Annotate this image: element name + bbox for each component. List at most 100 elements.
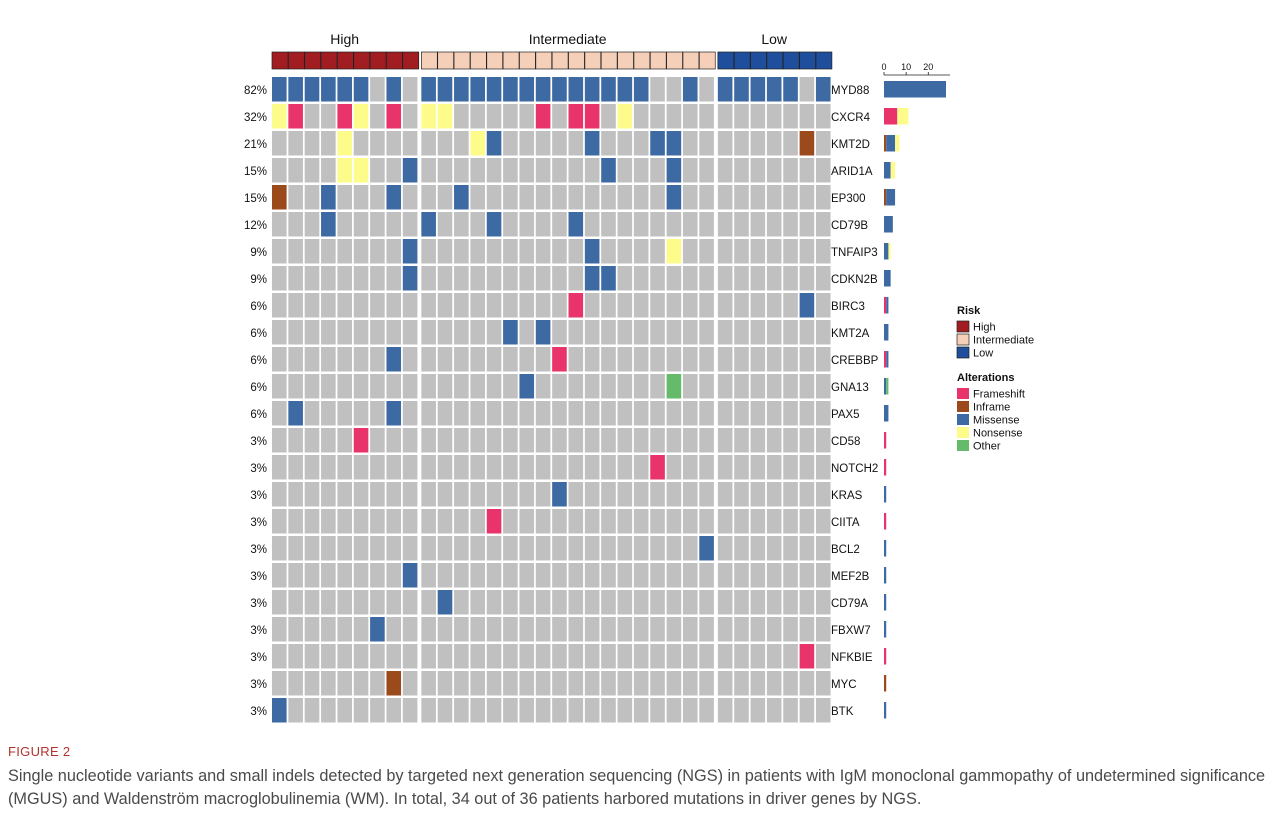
background-cell [766, 644, 782, 669]
background-cell [584, 158, 600, 183]
background-cell [370, 455, 385, 480]
background-cell [353, 644, 369, 669]
background-cell [370, 698, 385, 723]
background-cell [682, 617, 698, 642]
background-cell [321, 266, 336, 291]
background-cell [799, 671, 815, 696]
background-cell [750, 644, 766, 669]
background-cell [402, 320, 418, 345]
background-cell [470, 563, 485, 588]
alteration-cell [601, 266, 616, 291]
background-cell [337, 644, 352, 669]
bar-segment [884, 486, 887, 503]
background-cell [337, 293, 352, 318]
gene-percent-label: 12% [244, 220, 267, 232]
background-cell [617, 347, 633, 372]
background-cell [370, 131, 385, 156]
background-cell [633, 455, 649, 480]
gene-percent-label: 3% [250, 706, 267, 718]
risk-annotation-cell [815, 51, 833, 70]
alteration-cell [402, 158, 418, 183]
background-cell [699, 644, 714, 669]
background-cell [650, 401, 665, 426]
background-cell [617, 482, 633, 507]
alteration-cell [633, 77, 649, 102]
background-cell [766, 428, 782, 453]
background-cell [353, 563, 369, 588]
background-cell [717, 212, 733, 237]
background-cell [717, 536, 733, 561]
background-cell [650, 509, 665, 534]
background-cell [519, 536, 535, 561]
background-cell [272, 428, 287, 453]
background-cell [666, 482, 682, 507]
background-cell [568, 266, 584, 291]
background-cell [584, 293, 600, 318]
background-cell [370, 104, 385, 129]
gene-name-label: CD79B [831, 220, 868, 232]
risk-annotation-cell [386, 51, 403, 70]
background-cell [437, 401, 453, 426]
gene-percent-label: 6% [250, 409, 267, 421]
bar-segment [884, 108, 898, 125]
risk-annotation-cell [288, 51, 305, 70]
alteration-cell [321, 185, 336, 210]
background-cell [321, 374, 336, 399]
background-cell [666, 428, 682, 453]
background-cell [617, 509, 633, 534]
background-cell [454, 428, 469, 453]
background-cell [682, 428, 698, 453]
background-cell [666, 563, 682, 588]
background-cell [454, 590, 469, 615]
risk-annotation-cell [519, 51, 536, 70]
background-cell [519, 698, 535, 723]
background-cell [750, 293, 766, 318]
background-cell [421, 158, 436, 183]
background-cell [337, 212, 352, 237]
alteration-cell [437, 77, 453, 102]
background-cell [815, 158, 831, 183]
figure-caption-block: FIGURE 2 Single nucleotide variants and … [8, 744, 1270, 811]
background-cell [272, 536, 287, 561]
bar-segment [884, 405, 889, 422]
background-cell [815, 185, 831, 210]
background-cell [633, 293, 649, 318]
background-cell [650, 104, 665, 129]
alteration-cell [617, 77, 633, 102]
alteration-cell [486, 77, 502, 102]
background-cell [734, 428, 749, 453]
background-cell [437, 320, 453, 345]
background-cell [272, 266, 287, 291]
background-cell [617, 239, 633, 264]
background-cell [386, 563, 402, 588]
background-cell [321, 428, 336, 453]
background-cell [437, 428, 453, 453]
background-cell [633, 482, 649, 507]
background-cell [370, 185, 385, 210]
alteration-cell [503, 320, 518, 345]
alteration-cell [584, 104, 600, 129]
background-cell [337, 320, 352, 345]
background-cell [470, 239, 485, 264]
background-cell [370, 401, 385, 426]
background-cell [783, 482, 798, 507]
background-cell [519, 104, 535, 129]
gene-name-label: MYD88 [831, 85, 869, 97]
background-cell [633, 374, 649, 399]
risk-annotation-cell [271, 51, 289, 70]
background-cell [601, 212, 616, 237]
background-cell [568, 455, 584, 480]
background-cell [288, 185, 303, 210]
background-cell [717, 455, 733, 480]
background-cell [288, 563, 303, 588]
background-cell [584, 212, 600, 237]
barplot-tick-label: 10 [901, 62, 911, 72]
gene-name-label: NOTCH2 [831, 463, 878, 475]
background-cell [734, 482, 749, 507]
background-cell [437, 185, 453, 210]
alteration-cell [584, 131, 600, 156]
alteration-cell [815, 77, 831, 102]
background-cell [766, 536, 782, 561]
background-cell [717, 428, 733, 453]
background-cell [437, 212, 453, 237]
